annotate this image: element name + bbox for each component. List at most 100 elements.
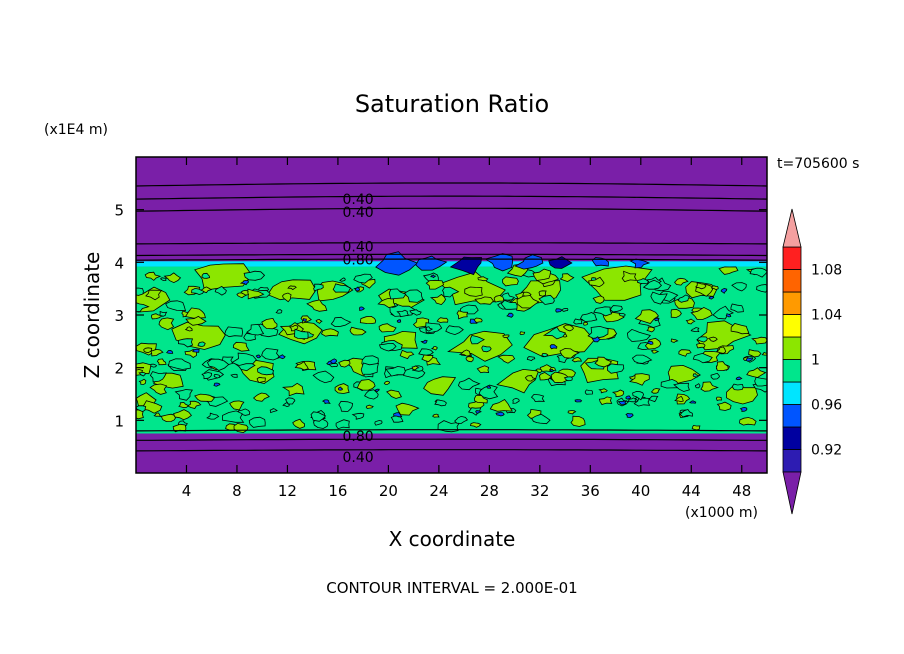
cell-patch <box>335 419 350 430</box>
cell-patch <box>541 352 549 358</box>
supersat-patch <box>496 368 540 394</box>
subsat-dot <box>469 318 478 324</box>
subsat-dot <box>302 318 307 322</box>
cell-patch <box>285 397 296 405</box>
subsat-dot <box>337 386 343 391</box>
cell-patch <box>388 288 407 300</box>
supersat-patch <box>266 279 317 301</box>
contour-line <box>136 429 767 432</box>
cell-patch <box>353 273 373 284</box>
cell-patch <box>650 388 661 394</box>
cloud-top-streak <box>415 255 448 271</box>
cell-patch <box>500 299 518 310</box>
cell-patch <box>374 420 383 426</box>
cell-patch <box>136 287 144 296</box>
cell-patch <box>454 415 469 424</box>
cell-patch <box>516 295 540 309</box>
cell-patch <box>519 331 526 336</box>
cell-patch <box>674 395 684 403</box>
cell-patch <box>395 402 420 416</box>
cell-patch <box>478 384 499 400</box>
cell-patch <box>710 372 720 380</box>
cell-patch <box>292 418 306 429</box>
cell-patch <box>383 380 391 385</box>
colorbar-label: 1 <box>811 353 820 369</box>
contour-label: 0.80 <box>343 429 374 445</box>
cell-patch <box>145 289 163 301</box>
cell-patch <box>715 396 723 401</box>
cell-patch <box>320 328 339 337</box>
contour-label: 0.40 <box>343 240 374 256</box>
cell-patch <box>261 317 278 330</box>
colorbar-label: 0.96 <box>811 398 842 414</box>
cell-patch <box>715 361 729 372</box>
cell-patch <box>313 283 324 292</box>
cell-patch <box>409 309 422 316</box>
cell-patch <box>230 373 238 378</box>
colorbar-segment <box>782 426 802 450</box>
cell-patch <box>470 335 485 345</box>
x-tick-label: 32 <box>530 482 549 500</box>
y-tick-label: 2 <box>114 360 124 378</box>
subsat-dot <box>708 295 715 300</box>
supersat-patch <box>423 376 457 396</box>
contour-label: 0.40 <box>343 192 374 208</box>
cell-patch <box>562 324 575 332</box>
contour-line <box>136 253 767 257</box>
cell-patch <box>185 315 207 326</box>
subsat-dot <box>625 412 634 419</box>
cell-patch <box>429 293 446 306</box>
cell-patch <box>696 343 706 349</box>
cell-patch <box>136 302 150 313</box>
contour-line <box>136 182 767 187</box>
subsat-dot <box>574 399 583 403</box>
cell-patch <box>606 363 625 374</box>
colorbar-segment <box>782 359 802 383</box>
cell-patch <box>261 348 281 361</box>
cell-patch <box>579 312 598 322</box>
cell-patch <box>191 287 205 296</box>
x-axis: 4 8 12 16 20 24 28 32 36 40 44 48 <box>182 157 751 500</box>
saturation-field <box>136 157 767 473</box>
cell-patch <box>421 354 434 363</box>
cell-patch <box>310 411 327 422</box>
y-tick-label: 3 <box>114 307 124 325</box>
cell-patch <box>598 396 613 405</box>
cell-patch <box>246 323 265 336</box>
subsat-dot <box>255 354 262 359</box>
cell-patch <box>696 336 708 343</box>
cloud-top-edge <box>136 261 767 267</box>
cell-patch <box>670 308 682 318</box>
cell-patch <box>673 382 690 392</box>
cell-patch <box>178 402 189 409</box>
cell-patch <box>330 316 352 328</box>
cell-patch <box>730 303 744 313</box>
cell-patch <box>201 372 213 380</box>
cell-patch <box>378 342 397 352</box>
cell-patch <box>493 294 505 303</box>
subsat-dot <box>506 312 514 318</box>
subsat-dot <box>354 286 361 292</box>
cell-patch <box>411 365 420 371</box>
cell-patch <box>207 358 230 371</box>
cell-patch <box>456 310 469 320</box>
cell-patch <box>432 413 440 418</box>
cell-patch <box>150 348 164 357</box>
subsat-dot <box>549 368 554 372</box>
cell-patch <box>531 413 551 425</box>
cell-patch <box>650 291 668 305</box>
colorbar-segment <box>782 246 802 270</box>
cell-patch <box>559 273 575 283</box>
cell-patch <box>481 345 492 353</box>
y-axis-label: Z coordinate <box>80 252 104 379</box>
subsat-dot <box>720 287 728 294</box>
cell-patch <box>257 366 274 376</box>
cell-patch <box>512 397 520 404</box>
contour-line <box>136 258 767 261</box>
chart-title: Saturation Ratio <box>355 90 549 118</box>
cell-patch <box>206 412 220 420</box>
y-unit-label: (x1E4 m) <box>44 122 108 138</box>
cell-patch <box>399 349 415 360</box>
cell-patch <box>434 399 447 407</box>
cell-patch <box>359 315 377 325</box>
